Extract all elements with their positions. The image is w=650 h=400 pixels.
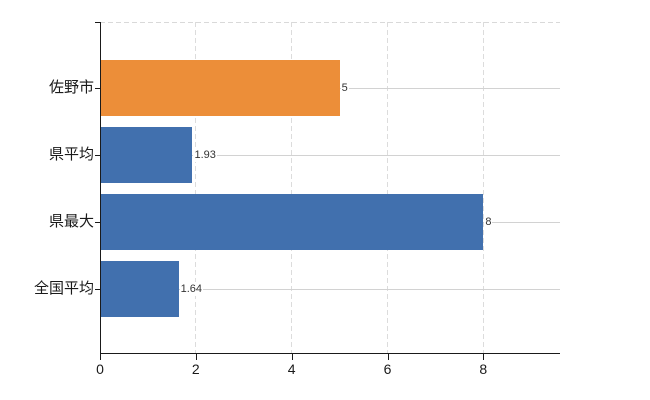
y-axis-tick bbox=[95, 155, 100, 156]
y-axis-tick bbox=[95, 88, 100, 89]
x-axis-tick bbox=[291, 354, 293, 360]
horizontal-gridline bbox=[100, 155, 560, 156]
category-label: 佐野市 bbox=[48, 79, 94, 96]
x-tick-label: 2 bbox=[191, 361, 200, 377]
y-axis-tick bbox=[95, 289, 100, 290]
x-tick-label: 8 bbox=[479, 361, 488, 377]
bar-value-label: 1.64 bbox=[179, 282, 203, 296]
x-axis-tick bbox=[195, 354, 197, 360]
bar-value-label: 1.93 bbox=[193, 148, 217, 162]
bar-value-label: 8 bbox=[484, 215, 493, 229]
plot-area: 5 1.93 8 1.64 bbox=[100, 22, 560, 353]
vertical-gridline bbox=[387, 22, 388, 353]
vertical-gridline bbox=[291, 22, 293, 353]
bar bbox=[100, 194, 484, 250]
y-axis-tick bbox=[95, 222, 100, 223]
bar bbox=[100, 261, 179, 317]
vertical-gridline bbox=[195, 22, 197, 353]
y-axis-top-tick bbox=[95, 22, 100, 23]
x-tick-label: 6 bbox=[383, 361, 392, 377]
y-axis-line bbox=[100, 22, 101, 354]
bar-value-label: 5 bbox=[340, 81, 349, 95]
x-axis-line bbox=[100, 353, 560, 354]
x-tick-label: 4 bbox=[287, 361, 296, 377]
x-tick-label: 0 bbox=[96, 361, 104, 377]
x-axis-tick bbox=[387, 354, 389, 360]
x-axis-tick bbox=[483, 354, 485, 360]
category-label: 県平均 bbox=[48, 146, 94, 163]
bar bbox=[100, 127, 193, 183]
horizontal-gridline bbox=[100, 289, 560, 290]
bar bbox=[100, 60, 340, 116]
category-label: 県最大 bbox=[48, 213, 94, 230]
category-label: 全国平均 bbox=[33, 280, 94, 297]
x-axis-tick bbox=[100, 354, 101, 360]
plot-top-gridline bbox=[100, 22, 560, 23]
vertical-gridline bbox=[482, 22, 484, 353]
